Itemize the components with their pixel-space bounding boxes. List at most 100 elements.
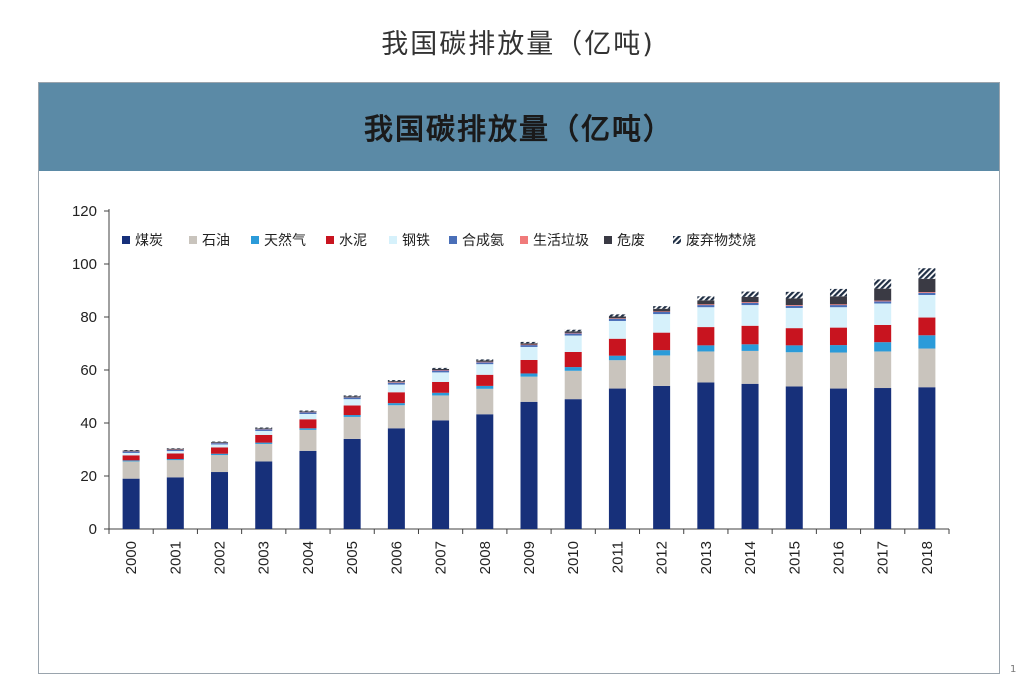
legend-label: 水泥 [339,233,367,249]
bar-segment [520,359,538,374]
bar-segment [299,450,317,529]
bar-segment [653,314,671,333]
bar-segment [608,320,626,339]
bar-segment [255,430,273,435]
bar-segment [874,324,892,343]
bar-segment [918,348,936,388]
bar-segment [387,403,405,406]
y-tick-label: 40 [80,415,97,432]
bar-segment [211,443,229,445]
bar-segment [608,316,626,319]
bar-segment [785,291,803,299]
bar-segment [211,441,229,443]
bar-segment [387,392,405,404]
x-tick-label: 2000 [123,541,140,574]
bar-segment [476,364,494,375]
bar-segment [697,327,715,346]
legend-swatch [122,236,130,244]
x-tick-label: 2001 [167,541,184,574]
legend-swatch [389,236,397,244]
bar-segment [653,332,671,351]
bar-segment [122,451,140,453]
y-tick-label: 60 [80,362,97,379]
bar-segment [166,459,184,461]
bar-segment [785,305,803,308]
bar-segment [343,438,361,529]
bar-segment [564,331,582,333]
bar-segment [608,388,626,529]
bar-segment [476,361,494,363]
bar-segment [741,383,759,529]
bar-segment [255,443,273,462]
legend-swatch [251,236,259,244]
legend-swatch [604,236,612,244]
bar-segment [476,359,494,361]
x-tick-label: 2002 [212,541,229,574]
bar-segment [564,351,582,368]
bar-segment [653,350,671,356]
bar-segment [785,386,803,529]
bar-segment [520,343,538,345]
bar-segment [829,307,847,328]
bar-segment [520,341,538,344]
y-tick-label: 0 [89,521,97,538]
x-tick-label: 2008 [477,541,494,574]
bar-segment [166,448,184,450]
bar-segment [741,302,759,303]
bar-segment [211,447,229,454]
bar-segment [343,397,361,400]
bar-segment [255,427,273,429]
bar-segment [918,317,936,336]
bar-segment [432,381,450,393]
bar-segment [785,345,803,353]
bar-segment [166,477,184,529]
bar-segment [564,367,582,371]
bar-segment [255,429,273,431]
bar-segment [564,329,582,332]
bar-segment [874,388,892,529]
bar-segment [874,342,892,352]
bar-segment [564,332,582,334]
bar-segment [122,460,140,462]
x-tick-label: 2012 [654,541,671,574]
bar-segment [918,292,936,293]
chart-banner: 我国碳排放量（亿吨） [39,83,999,171]
legend-swatch [326,236,334,244]
bar-segment [343,416,361,439]
bar-segment [255,428,273,430]
bar-segment [874,279,892,289]
bar-segment [608,355,626,361]
x-tick-label: 2017 [875,541,892,574]
bar-segment [166,448,184,449]
x-tick-label: 2013 [698,541,715,574]
x-tick-label: 2004 [300,541,317,574]
bar-segment [874,288,892,301]
legend-label: 钢铁 [402,233,430,249]
legend-label: 合成氨 [462,233,504,249]
x-tick-label: 2003 [256,541,273,574]
legend: 煤炭 石油 天然气 水泥 钢铁 合成氨 生活垃圾 危废 废弃物焚烧 [122,232,756,249]
bar-segment [653,311,671,312]
bar-segment [653,308,671,312]
bar-segment [564,335,582,352]
bar-segment [432,370,450,373]
bar-segment [432,368,450,370]
bar-segment [697,382,715,529]
bar-segment [122,478,140,529]
bar-segment [918,278,936,293]
bar-segment [211,442,229,443]
bar-segment [166,460,184,478]
bar-segment [829,327,847,346]
bar-segment [697,304,715,306]
bar-segment [255,442,273,444]
bar-segment [255,461,273,529]
bar-segment [432,395,450,421]
bar-segment [255,434,273,443]
bar-segment [741,305,759,326]
bar-segment [122,452,140,456]
bar-segment [122,450,140,452]
bar-segment [564,399,582,529]
x-tick-label: 2010 [565,541,582,574]
bar-segment [918,268,936,279]
stacked-bar-chart: 0 20 40 60 80 100 120 2000 2001 2002 2003 2004 2005 2… [72,203,950,574]
